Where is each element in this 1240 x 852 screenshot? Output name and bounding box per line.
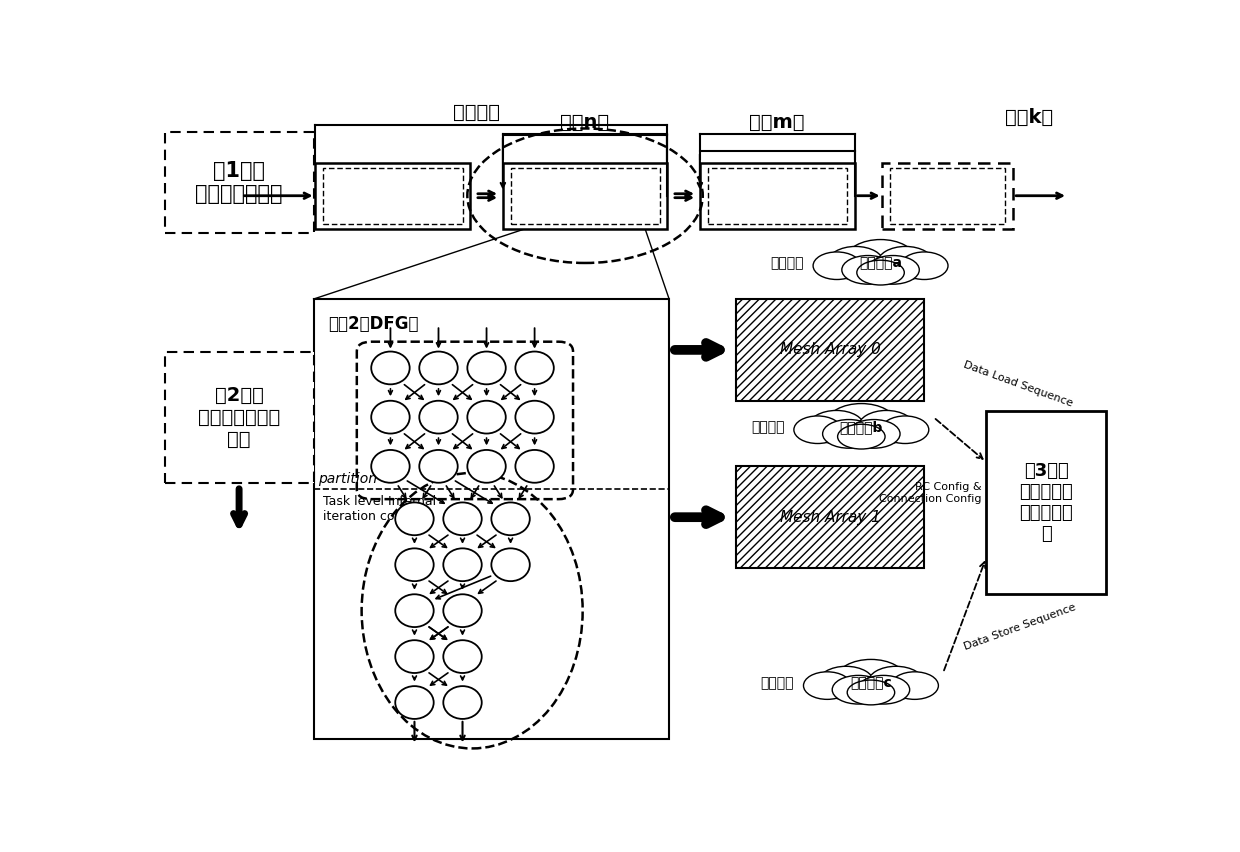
Text: 迭代k次: 迭代k次: [1006, 108, 1054, 127]
Ellipse shape: [890, 672, 939, 699]
Text: 迭代m次: 迭代m次: [749, 112, 805, 132]
Ellipse shape: [516, 450, 554, 483]
Bar: [708, 168, 847, 223]
Ellipse shape: [371, 352, 409, 384]
Text: 流水线3: 流水线3: [751, 186, 804, 205]
Text: 第1步：
流水线迭代配置: 第1步： 流水线迭代配置: [196, 161, 283, 204]
Text: RC Config &
Connection Config: RC Config & Connection Config: [879, 482, 982, 504]
Ellipse shape: [867, 256, 919, 285]
Ellipse shape: [858, 411, 914, 444]
Text: 流水线4: 流水线4: [921, 186, 973, 205]
Ellipse shape: [827, 246, 884, 279]
Ellipse shape: [832, 676, 884, 704]
Bar: [890, 168, 1006, 223]
Text: Data Load Sequence: Data Load Sequence: [962, 360, 1074, 409]
Text: 输入数据: 输入数据: [770, 256, 804, 270]
Bar: [883, 163, 1013, 229]
Text: Mesh Array 0: Mesh Array 0: [780, 343, 880, 357]
Ellipse shape: [396, 686, 434, 719]
Ellipse shape: [444, 640, 481, 673]
Ellipse shape: [842, 256, 894, 285]
Text: Data Store Sequence: Data Store Sequence: [962, 602, 1076, 652]
Ellipse shape: [878, 246, 934, 279]
Ellipse shape: [857, 676, 910, 704]
Bar: [737, 299, 924, 400]
Ellipse shape: [444, 549, 481, 581]
Text: Mesh Array 1: Mesh Array 1: [780, 509, 880, 525]
Ellipse shape: [847, 680, 895, 705]
Ellipse shape: [846, 239, 915, 278]
Ellipse shape: [868, 666, 924, 699]
Bar: [503, 163, 667, 229]
Ellipse shape: [827, 404, 895, 442]
Ellipse shape: [396, 549, 434, 581]
Ellipse shape: [822, 419, 875, 448]
Ellipse shape: [813, 252, 861, 279]
Text: 流水线2: 流水线2: [559, 186, 611, 205]
Ellipse shape: [419, 352, 458, 384]
Ellipse shape: [419, 400, 458, 434]
Ellipse shape: [467, 352, 506, 384]
Text: 存储数据b: 存储数据b: [839, 420, 883, 434]
Text: 完整功能: 完整功能: [453, 103, 500, 122]
Text: 流杴2的DFG图: 流杴2的DFG图: [327, 315, 418, 333]
Ellipse shape: [467, 450, 506, 483]
Ellipse shape: [882, 416, 929, 444]
Ellipse shape: [396, 640, 434, 673]
Bar: [986, 411, 1106, 595]
Bar: [314, 299, 670, 739]
Ellipse shape: [371, 400, 409, 434]
Text: 流水线1: 流水线1: [367, 186, 419, 205]
Ellipse shape: [491, 503, 529, 535]
Text: 存储数据c: 存储数据c: [851, 676, 892, 690]
Text: 第3步：
流水线每次
迭代读写配
置: 第3步： 流水线每次 迭代读写配 置: [1019, 463, 1073, 543]
Ellipse shape: [804, 672, 851, 699]
Ellipse shape: [371, 450, 409, 483]
Bar: [315, 163, 470, 229]
Ellipse shape: [396, 503, 434, 535]
Text: 临时数据: 临时数据: [751, 420, 785, 434]
Ellipse shape: [444, 503, 481, 535]
Ellipse shape: [444, 595, 481, 627]
Ellipse shape: [516, 400, 554, 434]
Ellipse shape: [818, 666, 874, 699]
Ellipse shape: [837, 659, 905, 698]
Ellipse shape: [794, 416, 842, 444]
Bar: [511, 168, 660, 223]
Ellipse shape: [857, 260, 904, 285]
Ellipse shape: [444, 686, 481, 719]
Text: 第2步：
流水线数据通路
配置: 第2步： 流水线数据通路 配置: [198, 386, 280, 449]
Ellipse shape: [419, 450, 458, 483]
Ellipse shape: [491, 549, 529, 581]
Ellipse shape: [848, 419, 900, 448]
Text: partition: partition: [319, 472, 377, 486]
Bar: [737, 466, 924, 568]
Text: 迭代n次: 迭代n次: [560, 112, 610, 132]
Bar: [165, 132, 314, 233]
Bar: [324, 168, 463, 223]
Bar: [165, 352, 314, 483]
Bar: [699, 163, 854, 229]
Ellipse shape: [900, 252, 949, 279]
Ellipse shape: [808, 411, 864, 444]
Text: Task level Internal
iteration control: Task level Internal iteration control: [324, 495, 436, 523]
Text: 输出数据: 输出数据: [760, 676, 794, 690]
Ellipse shape: [516, 352, 554, 384]
Ellipse shape: [396, 595, 434, 627]
Ellipse shape: [467, 400, 506, 434]
Text: 存储数据a: 存储数据a: [859, 256, 901, 270]
Ellipse shape: [837, 424, 885, 449]
